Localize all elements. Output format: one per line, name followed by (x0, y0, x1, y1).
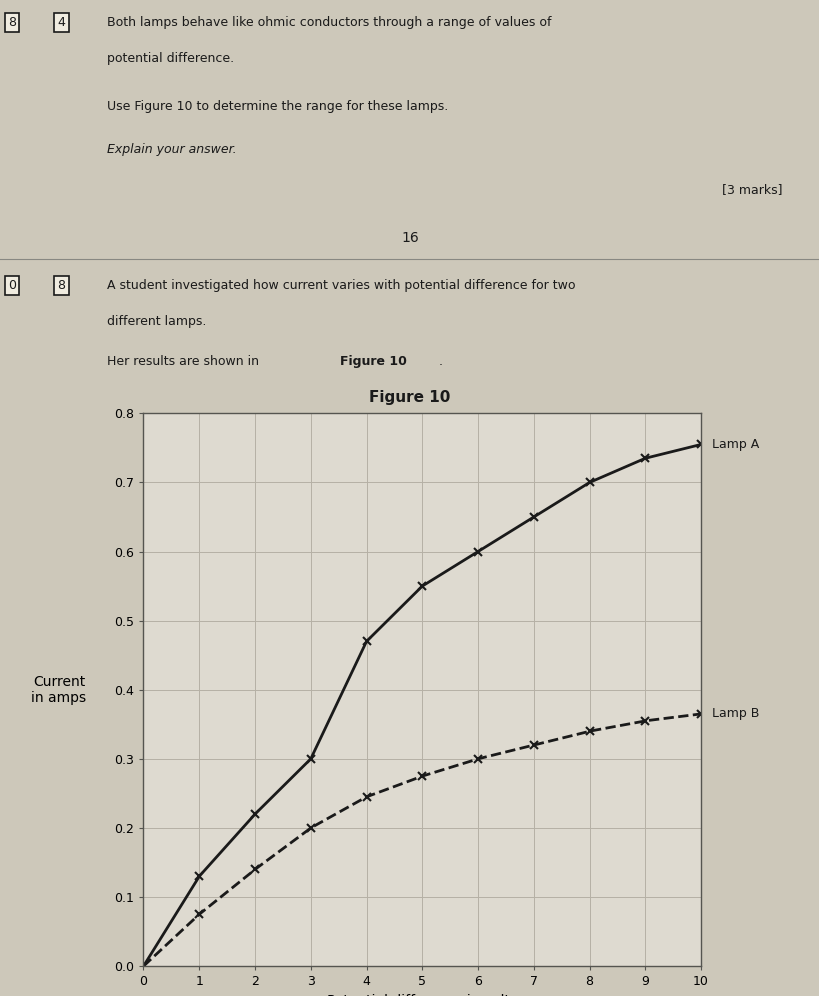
Text: 0: 0 (8, 279, 16, 292)
Text: 8: 8 (8, 16, 16, 29)
Text: different lamps.: different lamps. (106, 315, 206, 328)
Text: 4: 4 (57, 16, 66, 29)
Text: 16: 16 (400, 231, 419, 245)
Text: Figure 10: Figure 10 (369, 390, 450, 405)
Text: potential difference.: potential difference. (106, 52, 233, 65)
Text: A student investigated how current varies with potential difference for two: A student investigated how current varie… (106, 279, 574, 292)
Text: Lamp A: Lamp A (712, 438, 758, 451)
Text: Explain your answer.: Explain your answer. (106, 143, 236, 156)
Text: Her results are shown in: Her results are shown in (106, 355, 262, 368)
Text: Lamp B: Lamp B (712, 707, 758, 720)
X-axis label: Potential difference in volts: Potential difference in volts (327, 994, 517, 996)
Y-axis label: Current
in amps: Current in amps (31, 674, 86, 705)
Text: Use Figure 10 to determine the range for these lamps.: Use Figure 10 to determine the range for… (106, 100, 447, 113)
Text: 8: 8 (57, 279, 66, 292)
Text: Figure 10: Figure 10 (340, 355, 407, 368)
Text: Both lamps behave like ohmic conductors through a range of values of: Both lamps behave like ohmic conductors … (106, 16, 550, 29)
Text: [3 marks]: [3 marks] (721, 183, 781, 196)
Text: .: . (438, 355, 442, 368)
